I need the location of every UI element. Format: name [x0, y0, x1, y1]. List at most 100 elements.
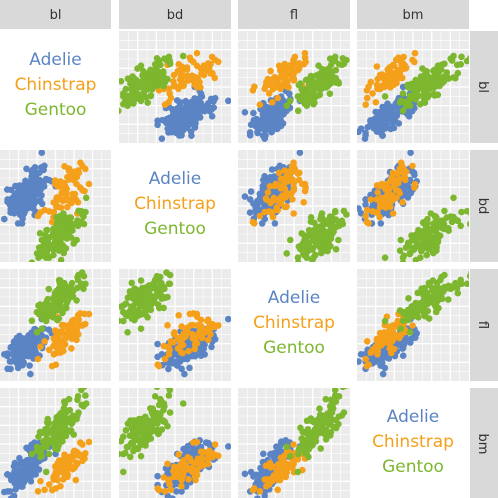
points-group	[241, 388, 349, 498]
point-gentoo	[309, 246, 316, 253]
point-adelie	[26, 200, 33, 207]
point-gentoo	[123, 94, 131, 101]
point-gentoo	[142, 293, 150, 300]
point-adelie	[259, 111, 267, 118]
point-chinstrap	[165, 85, 173, 92]
point-gentoo	[316, 405, 323, 413]
point-gentoo	[68, 420, 75, 428]
point-adelie	[225, 443, 231, 450]
point-chinstrap	[263, 482, 270, 490]
point-adelie	[13, 360, 21, 367]
point-chinstrap	[369, 90, 376, 97]
panel-bm-vs-bd	[119, 388, 231, 498]
point-chinstrap	[396, 167, 404, 174]
point-chinstrap	[365, 83, 372, 90]
point-adelie	[179, 118, 186, 125]
legend-label-gentoo: Gentoo	[382, 457, 444, 477]
point-chinstrap	[372, 209, 380, 216]
point-chinstrap	[274, 94, 282, 102]
point-adelie	[373, 128, 381, 135]
point-adelie	[388, 117, 396, 125]
point-gentoo	[166, 388, 174, 394]
point-chinstrap	[41, 338, 48, 345]
legend-panel	[238, 269, 350, 381]
point-adelie	[405, 338, 413, 345]
panel-bm-vs-bm: Adelie Chinstrap Gentoo	[357, 388, 469, 498]
point-adelie	[8, 343, 15, 351]
point-chinstrap	[266, 183, 274, 190]
point-gentoo	[68, 220, 75, 227]
point-gentoo	[406, 94, 414, 101]
point-chinstrap	[65, 324, 73, 332]
point-chinstrap	[193, 466, 201, 474]
point-gentoo	[335, 420, 342, 428]
point-adelie	[261, 215, 269, 223]
point-gentoo	[301, 447, 309, 455]
point-adelie	[377, 109, 384, 117]
point-chinstrap	[296, 169, 303, 177]
point-gentoo	[128, 439, 135, 447]
point-chinstrap	[50, 208, 58, 216]
point-gentoo	[298, 230, 306, 237]
point-adelie	[254, 205, 261, 212]
point-adelie	[357, 128, 362, 136]
point-gentoo	[326, 79, 333, 86]
point-gentoo	[301, 429, 308, 436]
point-chinstrap	[62, 333, 70, 340]
point-gentoo	[405, 295, 412, 302]
point-chinstrap	[185, 476, 192, 483]
point-adelie	[379, 103, 386, 111]
point-chinstrap	[409, 56, 416, 64]
point-adelie	[362, 201, 369, 208]
point-adelie	[18, 220, 26, 227]
point-gentoo	[126, 432, 134, 440]
point-adelie	[25, 465, 32, 473]
point-gentoo	[283, 250, 291, 257]
point-chinstrap	[367, 196, 375, 203]
point-gentoo	[144, 314, 151, 321]
point-gentoo	[297, 80, 304, 87]
strip-right-label-bd: bd	[475, 198, 490, 215]
point-chinstrap	[269, 477, 276, 485]
strip-top-bm	[357, 0, 469, 29]
point-gentoo	[153, 276, 160, 284]
point-gentoo	[413, 80, 420, 88]
point-gentoo	[452, 74, 459, 82]
point-adelie	[296, 150, 304, 156]
point-chinstrap	[290, 441, 297, 448]
legend-panel	[357, 388, 469, 498]
point-gentoo	[68, 279, 76, 287]
point-gentoo	[74, 217, 81, 224]
point-gentoo	[331, 53, 339, 61]
point-gentoo	[50, 251, 57, 259]
point-adelie	[200, 345, 207, 353]
point-gentoo	[402, 311, 410, 318]
strip-right-fl	[470, 269, 498, 381]
point-gentoo	[328, 409, 336, 416]
point-gentoo	[343, 56, 350, 64]
point-chinstrap	[275, 169, 283, 177]
point-gentoo	[63, 299, 71, 307]
point-chinstrap	[373, 81, 381, 89]
point-adelie	[357, 358, 362, 365]
point-gentoo	[68, 285, 75, 292]
point-adelie	[267, 450, 275, 458]
point-gentoo	[179, 52, 187, 60]
point-adelie	[259, 132, 267, 139]
point-gentoo	[423, 86, 431, 93]
point-gentoo	[298, 86, 306, 93]
point-gentoo	[431, 301, 439, 309]
point-gentoo	[28, 259, 36, 262]
point-chinstrap	[294, 66, 302, 74]
strip-top-label-fl: fl	[290, 8, 298, 23]
point-chinstrap	[184, 324, 191, 331]
point-chinstrap	[281, 203, 289, 211]
point-gentoo	[335, 236, 342, 244]
point-adelie	[187, 341, 194, 348]
point-adelie	[165, 365, 172, 373]
point-adelie	[280, 110, 287, 118]
point-gentoo	[417, 302, 424, 309]
point-chinstrap	[291, 53, 299, 61]
point-gentoo	[325, 431, 333, 438]
point-chinstrap	[263, 78, 270, 86]
